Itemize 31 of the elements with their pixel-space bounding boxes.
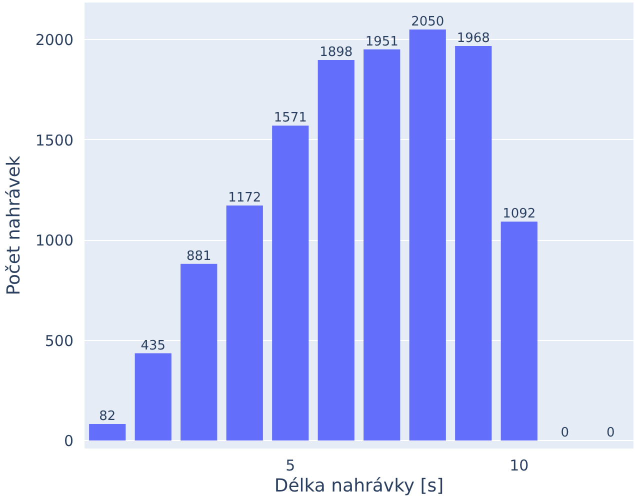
- x-tick-label: 10: [510, 456, 529, 474]
- y-tick-label: 2000: [35, 31, 74, 50]
- data-label: 1898: [320, 45, 353, 60]
- y-tick-label: 1000: [35, 232, 74, 250]
- y-tick-label: 1500: [35, 131, 74, 150]
- y-tick-label: 500: [44, 332, 74, 350]
- bar: [455, 46, 492, 440]
- bar: [226, 206, 263, 440]
- data-label: 1092: [502, 206, 536, 222]
- data-label: 0: [606, 425, 615, 440]
- bar: [364, 49, 400, 440]
- data-label: 1968: [456, 31, 490, 46]
- data-label: 0: [560, 425, 570, 440]
- x-axis-title: Délka nahrávky [s]: [274, 476, 444, 496]
- data-label: 2050: [411, 14, 444, 30]
- data-label: 435: [140, 338, 166, 354]
- data-label: 1571: [274, 110, 307, 126]
- bar: [180, 264, 218, 440]
- data-label: 1951: [365, 34, 398, 50]
- x-tick-label: 5: [286, 456, 296, 474]
- bar: [272, 126, 309, 440]
- data-label: 82: [99, 409, 116, 424]
- bar: [500, 222, 538, 440]
- bar: [89, 424, 126, 440]
- bar: [134, 353, 172, 440]
- bar: [318, 60, 354, 440]
- data-label: 881: [186, 248, 212, 264]
- bar: [409, 30, 446, 440]
- y-tick-label: 0: [64, 432, 74, 450]
- data-label: 1172: [228, 190, 262, 206]
- y-axis-title: Počet nahrávek: [3, 155, 24, 296]
